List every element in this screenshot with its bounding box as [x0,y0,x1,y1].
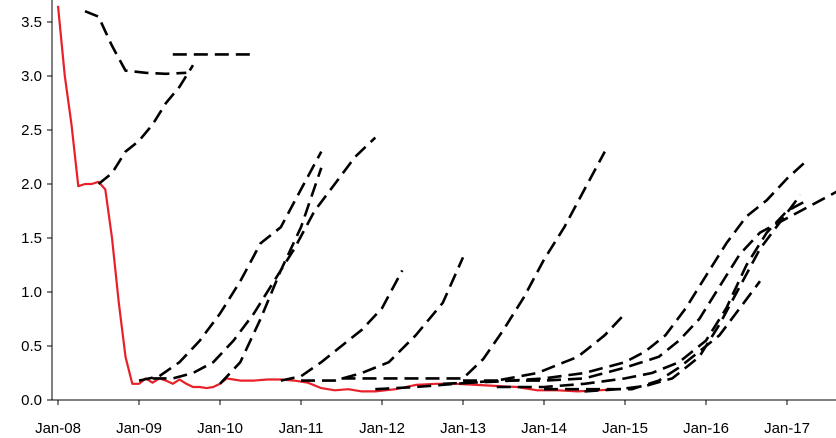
x-tick-label: Jan-13 [440,420,486,437]
series-line-actual [56,5,619,393]
x-tick-label: Jan-16 [683,420,729,437]
series-line-forward-11 [442,159,809,386]
x-tick-label: Jan-09 [116,420,162,437]
y-tick-label: 3.0 [21,68,42,85]
y-tick-label: 0.5 [21,338,42,355]
series-layer [56,5,836,393]
series-line-forward-15 [544,280,762,391]
series-line-forward-13 [496,199,808,389]
x-tick-label: Jan-17 [764,420,810,437]
x-tick-label: Jan-10 [197,420,243,437]
x-tick-label: Jan-14 [521,420,567,437]
axes [47,0,836,405]
y-tick-label: 1.0 [21,284,42,301]
y-tick-label: 2.5 [21,122,42,139]
x-tick-label: Jan-15 [602,420,648,437]
series-line-forward-5 [152,136,377,380]
x-tick-label: Jan-08 [35,420,81,437]
series-line-forward-8 [301,256,465,382]
y-tick-label: 1.5 [21,230,42,247]
x-tick-label: Jan-11 [279,420,324,437]
series-line-forward-12 [463,190,836,382]
series-line-forward-1 [84,9,187,76]
y-tick-label: 3.5 [21,14,42,31]
x-tick-label: Jan-12 [359,420,405,437]
y-tick-label: 0.0 [21,392,42,409]
series-line-forward-7 [280,269,404,382]
series-line-forward-3 [97,64,195,186]
series-line-forward-9 [341,150,606,380]
series-line-forward-4 [138,150,323,382]
y-tick-label: 2.0 [21,176,42,193]
tick-labels: 0.0 0.5 1.0 1.5 2.0 2.5 3.0 3.5 Jan-08 Jan-09 Jan-… [21,14,810,437]
series-line-forward-10 [375,312,626,391]
series-line-forward-6 [219,167,323,385]
series-line-forward-14 [584,194,802,393]
